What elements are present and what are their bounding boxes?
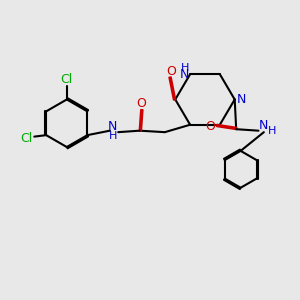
Text: Cl: Cl <box>61 73 73 86</box>
Text: N: N <box>180 68 190 81</box>
Text: O: O <box>136 98 146 110</box>
Text: N: N <box>259 119 268 132</box>
Text: N: N <box>108 120 118 133</box>
Text: H: H <box>181 63 189 73</box>
Text: N: N <box>237 93 246 106</box>
Text: Cl: Cl <box>20 132 32 145</box>
Text: H: H <box>109 131 117 141</box>
Text: O: O <box>206 120 215 133</box>
Text: H: H <box>268 126 276 136</box>
Text: O: O <box>166 65 176 78</box>
